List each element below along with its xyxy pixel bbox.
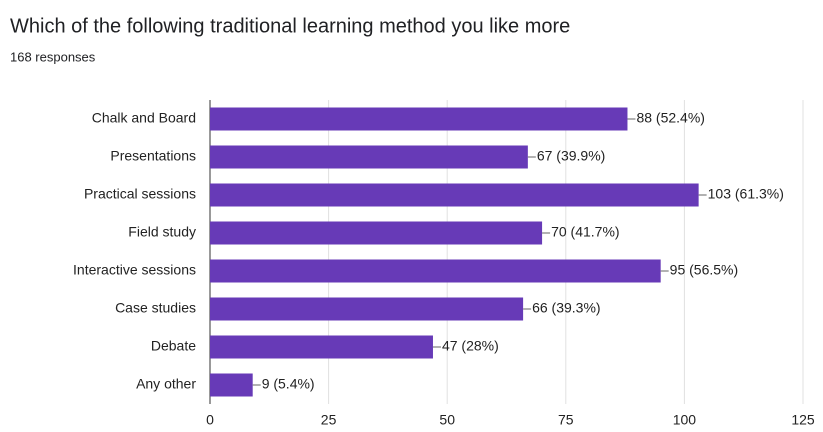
data-label: 47 (28%)	[442, 338, 499, 354]
x-tick-label: 125	[791, 412, 815, 428]
bar	[210, 259, 661, 283]
chart-title: Which of the following traditional learn…	[10, 15, 570, 37]
bar	[210, 183, 699, 207]
x-tick-label: 25	[321, 412, 337, 428]
y-tick-label: Chalk and Board	[92, 110, 196, 126]
data-label: 9 (5.4%)	[262, 376, 315, 392]
data-label: 70 (41.7%)	[551, 224, 619, 240]
x-tick-label: 50	[439, 412, 455, 428]
y-tick-label: Any other	[136, 376, 196, 392]
chart-subtitle: 168 responses	[10, 49, 96, 64]
y-tick-label: Case studies	[115, 300, 196, 316]
bar	[210, 221, 543, 245]
data-label: 67 (39.9%)	[537, 148, 605, 164]
y-tick-label: Field study	[128, 224, 196, 240]
bar	[210, 107, 628, 131]
bar	[210, 335, 433, 359]
y-tick-label: Practical sessions	[84, 186, 196, 202]
data-label: 103 (61.3%)	[708, 186, 784, 202]
y-tick-label: Interactive sessions	[73, 262, 196, 278]
y-tick-label: Debate	[151, 338, 196, 354]
x-tick-label: 75	[558, 412, 574, 428]
y-tick-label: Presentations	[110, 148, 196, 164]
bar	[210, 297, 524, 321]
data-label: 95 (56.5%)	[670, 262, 738, 278]
x-tick-label: 0	[206, 412, 214, 428]
data-label: 88 (52.4%)	[636, 110, 704, 126]
data-label: 66 (39.3%)	[532, 300, 600, 316]
x-tick-label: 100	[673, 412, 697, 428]
bar	[210, 373, 253, 397]
bar	[210, 145, 528, 169]
